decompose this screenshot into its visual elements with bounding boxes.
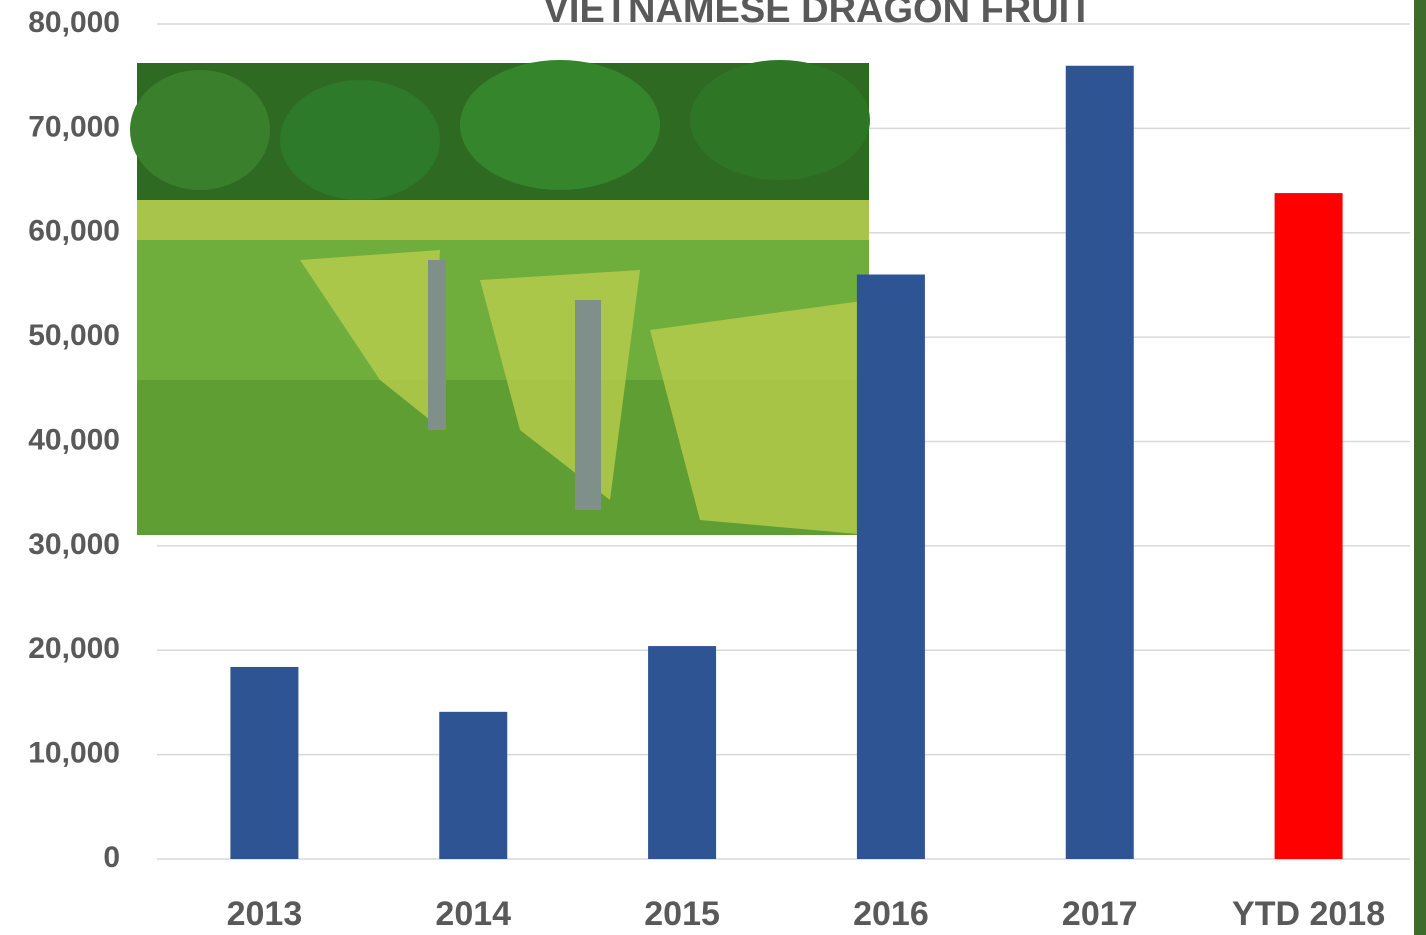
y-tick-label: 40,000 <box>28 423 120 456</box>
chart-title: VIETNAMESE DRAGON FRUIT <box>544 0 1093 31</box>
x-tick-label: YTD 2018 <box>1232 895 1385 933</box>
bar <box>230 666 299 859</box>
photo <box>130 60 870 535</box>
x-tick-label: 2013 <box>227 895 303 933</box>
edge-strip <box>1414 0 1426 935</box>
y-tick-label: 30,000 <box>28 528 120 561</box>
y-tick-label: 80,000 <box>28 6 120 39</box>
y-tick-label: 20,000 <box>28 632 120 665</box>
bars <box>230 65 1343 859</box>
y-tick-label: 10,000 <box>28 737 120 770</box>
bar <box>856 274 925 859</box>
x-tick-label: 2014 <box>435 895 511 933</box>
y-tick-label: 60,000 <box>28 215 120 248</box>
x-tick-label: 2017 <box>1062 895 1138 933</box>
y-tick-label: 70,000 <box>28 110 120 143</box>
y-tick-label: 0 <box>103 841 120 874</box>
bar <box>1274 193 1343 859</box>
bar <box>439 711 508 859</box>
x-tick-label: 2015 <box>644 895 720 933</box>
x-tick-label: 2016 <box>853 895 929 933</box>
bar <box>1065 65 1134 859</box>
y-tick-label: 50,000 <box>28 319 120 352</box>
bar <box>648 646 717 859</box>
